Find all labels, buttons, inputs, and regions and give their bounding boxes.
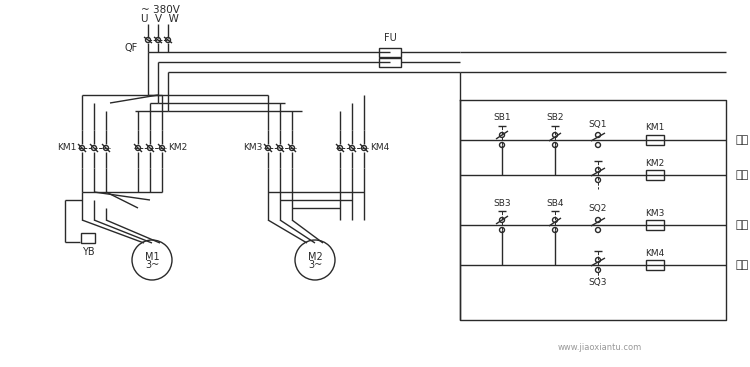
Text: 3~: 3~: [145, 260, 159, 270]
Bar: [646, 135, 664, 145]
Bar: [646, 260, 664, 270]
Text: SQ2: SQ2: [589, 204, 608, 214]
Text: KM2: KM2: [168, 143, 188, 153]
Circle shape: [500, 132, 505, 138]
Circle shape: [104, 145, 109, 150]
Text: SQ3: SQ3: [589, 279, 608, 287]
Text: SB2: SB2: [546, 113, 564, 123]
Circle shape: [148, 145, 152, 150]
Circle shape: [596, 142, 601, 148]
Circle shape: [553, 218, 557, 222]
Text: KM1: KM1: [645, 124, 664, 132]
Circle shape: [155, 37, 160, 43]
Text: www.jiaoxiantu.com: www.jiaoxiantu.com: [558, 344, 642, 352]
Circle shape: [338, 145, 343, 150]
Text: QF: QF: [124, 43, 138, 53]
Circle shape: [350, 145, 355, 150]
Circle shape: [160, 145, 164, 150]
Text: KM2: KM2: [645, 159, 664, 167]
Text: KM4: KM4: [370, 143, 389, 153]
Circle shape: [596, 268, 601, 273]
Circle shape: [596, 167, 601, 172]
Bar: [646, 220, 664, 230]
Text: 提升: 提升: [736, 135, 749, 145]
Text: 下降: 下降: [736, 170, 749, 180]
Circle shape: [596, 178, 601, 182]
Circle shape: [553, 132, 557, 138]
Circle shape: [596, 218, 601, 222]
Circle shape: [596, 258, 601, 262]
Circle shape: [290, 145, 295, 150]
Circle shape: [500, 142, 505, 148]
Text: SB4: SB4: [546, 199, 564, 207]
Circle shape: [596, 228, 601, 233]
Text: SB3: SB3: [494, 199, 511, 207]
Circle shape: [166, 37, 170, 43]
Bar: [646, 170, 664, 180]
Text: 3~: 3~: [308, 260, 322, 270]
Text: ~ 380V: ~ 380V: [140, 5, 179, 15]
Text: M1: M1: [145, 252, 159, 262]
Bar: [81, 233, 95, 243]
Circle shape: [136, 145, 140, 150]
Text: KM3: KM3: [243, 143, 262, 153]
Circle shape: [500, 228, 505, 233]
Text: KM1: KM1: [57, 143, 76, 153]
Text: 向前: 向前: [736, 220, 749, 230]
Text: KM4: KM4: [645, 248, 664, 258]
Text: SQ1: SQ1: [589, 120, 608, 128]
Bar: [379, 47, 401, 57]
Circle shape: [596, 132, 601, 138]
Text: KM3: KM3: [645, 208, 664, 218]
Text: FU: FU: [383, 33, 396, 43]
Circle shape: [266, 145, 271, 150]
Circle shape: [362, 145, 367, 150]
Bar: [379, 58, 401, 66]
Circle shape: [278, 145, 283, 150]
Circle shape: [146, 37, 151, 43]
Text: SB1: SB1: [494, 113, 511, 123]
Text: U  V  W: U V W: [141, 14, 179, 24]
Circle shape: [500, 218, 505, 222]
Circle shape: [80, 145, 85, 150]
Text: M2: M2: [308, 252, 322, 262]
Text: 向后: 向后: [736, 260, 749, 270]
Circle shape: [553, 228, 557, 233]
Circle shape: [92, 145, 97, 150]
Circle shape: [553, 142, 557, 148]
Text: YB: YB: [82, 247, 94, 257]
